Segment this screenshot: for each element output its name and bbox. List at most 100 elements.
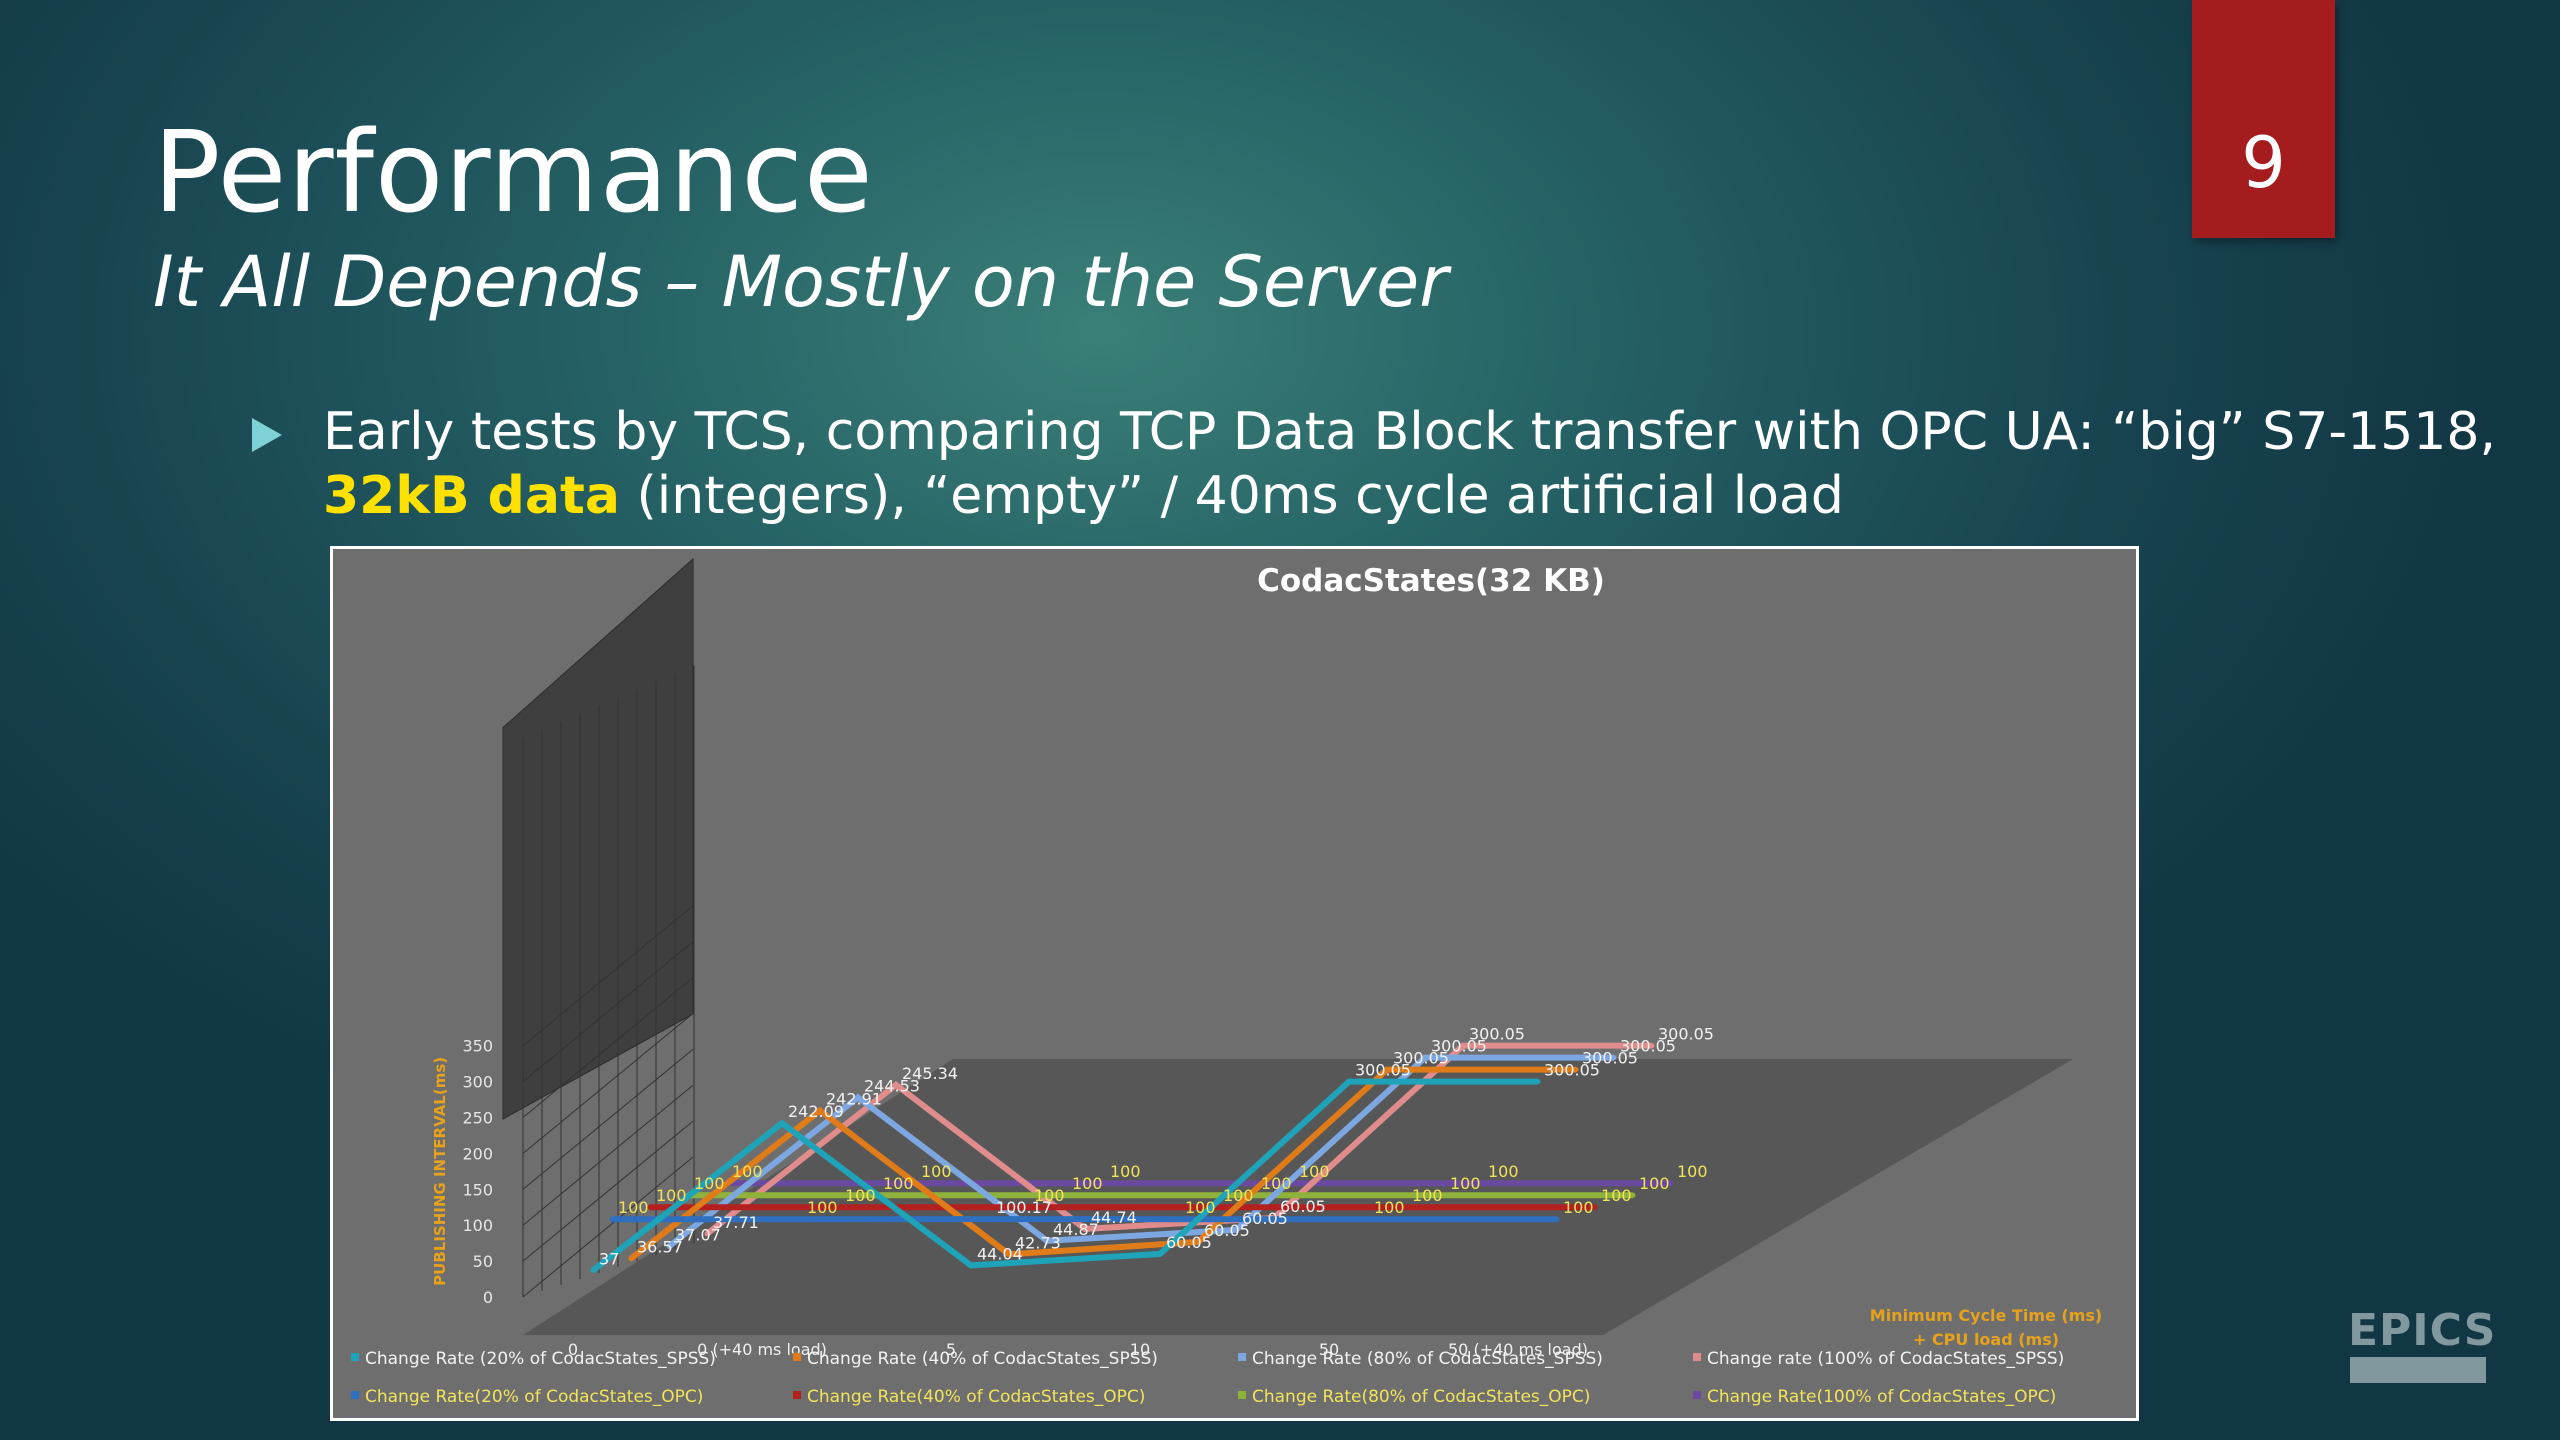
chart-point [1082,1226,1088,1232]
chart-xtick-label: 10 [1130,1340,1150,1359]
chart-point [1592,1204,1598,1210]
chart-point [798,1216,804,1222]
chart-data-label: 245.34 [902,1064,958,1083]
chart-legend-label: Change rate (100% of CodacStates_SPSS) [1707,1349,2064,1369]
chart-data-label: 300.05 [1658,1025,1714,1044]
chart-data-label: 100 [883,1174,914,1193]
chart-xtick-label: 5 [946,1340,956,1359]
chart-legend-label: Change Rate(80% of CodacStates_OPC) [1252,1387,1590,1407]
chart-gridline [522,905,694,1047]
chart-data-label: 37.07 [675,1225,721,1244]
chart-xtick-label: 50 (+40 ms load) [1448,1340,1588,1359]
chart-data-label: 100 [1185,1198,1216,1217]
chart-series-line [629,1066,1576,1262]
chart-data-label: 37 [599,1249,619,1268]
chart-point [817,1108,823,1114]
chart-xtick-label: 0 [568,1340,578,1359]
chart-data-label: 60.05 [1166,1233,1212,1252]
chart-legend-swatch [351,1353,359,1361]
chart-ytick-label: 250 [462,1109,493,1128]
chart-data-label: 37.71 [713,1213,759,1232]
chart-point [1157,1251,1163,1257]
chart-data-label: 44.87 [1053,1220,1099,1239]
chart-point [1573,1067,1579,1073]
chart-legend-label: Change Rate (80% of CodacStates_SPSS) [1252,1349,1603,1369]
chart-legend-label: Change Rate (20% of CodacStates_SPSS) [365,1349,716,1369]
chart-point [1403,1204,1409,1210]
chart-title: CodacStates(32 KB) [1257,563,1605,599]
chart-point [893,1082,899,1088]
chart-point [855,1094,861,1100]
chart-data-label: 300.05 [1544,1061,1600,1080]
chart-gridline [522,1120,694,1262]
chart-xlabel: Minimum Cycle Time (ms) [1870,1306,2102,1325]
chart-data-label: 100 [732,1162,763,1181]
chart-data-label: 100 [1261,1174,1292,1193]
chart-point [609,1216,615,1222]
chart-point [1176,1216,1182,1222]
chart-point [647,1204,653,1210]
chart-data-label: 60.05 [1280,1197,1326,1216]
chart-point [779,1120,785,1126]
chart-point [1649,1043,1655,1049]
chart-data-label: 100 [1072,1174,1103,1193]
chart-point [1460,1043,1466,1049]
chart-data-label: 100 [807,1198,838,1217]
chart-ytick-label: 50 [473,1252,493,1271]
chart-ytick-label: 300 [462,1073,493,1092]
chart-ytick-label: 0 [483,1288,493,1307]
chart-xlabel: + CPU load (ms) [1913,1330,2059,1349]
chart-gridline [522,977,694,1118]
chart-data-label: 100 [1299,1162,1330,1181]
chart-series-line [591,1078,1538,1273]
chart-point [1101,1180,1107,1186]
chart-ytick-label: 200 [462,1144,493,1163]
chart-data-label: 100 [618,1198,649,1217]
chart-point [1611,1055,1617,1061]
epics-logo-bar [2350,1357,2486,1383]
chart-gridline [522,1156,694,1298]
chart-data-label: 244.53 [864,1076,920,1095]
chart-data-label: 60.05 [1242,1209,1288,1228]
chart-point [628,1256,634,1262]
chart-point [1195,1239,1201,1245]
chart-data-label: 44.04 [977,1244,1023,1263]
chart-data-label: 300.05 [1355,1061,1411,1080]
chart-ytick-label: 350 [462,1037,493,1056]
chart-point [968,1262,974,1268]
chart-data-label: 100 [1110,1162,1141,1181]
bullet-text: Early tests by TCS, comparing TCP Data B… [323,400,2503,528]
chart-legend-swatch [1693,1353,1701,1361]
chart-point [1554,1216,1560,1222]
chart-legend-label: Change Rate(100% of CodacStates_OPC) [1707,1387,2056,1407]
chart-svg: CodacStates(32 KB) 050100150200250300350… [351,557,2102,1407]
bullet-text-part2: (integers), “empty” / 40ms cycle artific… [619,466,1844,526]
slide-title: Performance [153,108,874,238]
chart-data-label: 100.17 [996,1198,1052,1217]
slide-subtitle: It All Depends – Mostly on the Server [153,241,1448,323]
chart-point [1365,1216,1371,1222]
chart-data-label: 300.05 [1469,1025,1525,1044]
chart-gridline [522,1013,694,1154]
chart-point [1063,1192,1069,1198]
chart-gridline [522,941,694,1082]
chart-point [1535,1079,1541,1085]
chart-point [1422,1055,1428,1061]
chart-point [836,1204,842,1210]
chart-ylabel: PUBLISHING INTERVAL(ms) [431,1057,449,1286]
chart-xtick-label: 50 [1319,1340,1339,1359]
chart-legend-swatch [1238,1391,1246,1399]
chart-data-label: 100 [1563,1198,1594,1217]
chart-series-line [705,1042,1652,1237]
chart-data-label: 100 [1412,1186,1443,1205]
chart-data-label: 100 [845,1186,876,1205]
chart-ytick-label: 100 [462,1216,493,1235]
chart-point [1346,1079,1352,1085]
chart-legend-swatch [793,1391,801,1399]
chart-data-label: 42.73 [1015,1233,1061,1252]
chart-frame: CodacStates(32 KB) 0 50 100 150 200 250 300 350… [330,546,2139,1421]
chart-point [1233,1227,1239,1233]
chart-point [987,1216,993,1222]
chart-data-label: 300.05 [1620,1037,1676,1056]
bullet-highlight: 32kB data [323,466,620,526]
